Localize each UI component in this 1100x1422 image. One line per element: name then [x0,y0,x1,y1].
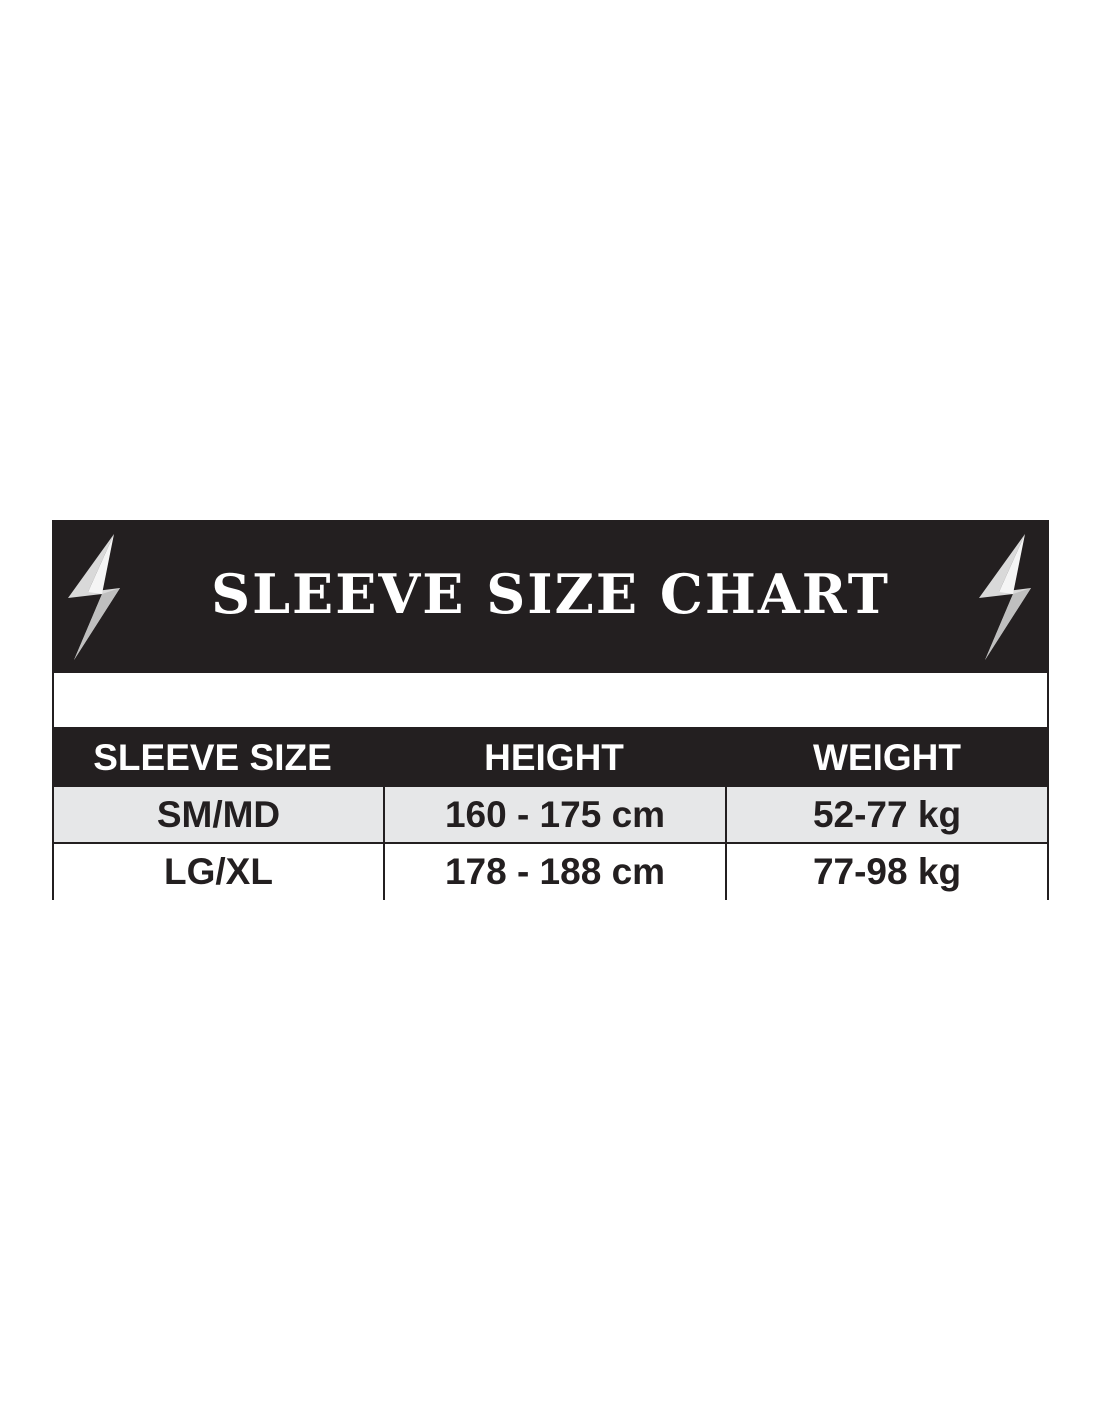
size-chart: SLEEVE SIZE CHART SLEEVE SIZE HEIGHT WEI… [52,520,1049,900]
table-row: LG/XL 178 - 188 cm 77-98 kg [52,844,1049,900]
cell-height: 160 - 175 cm [383,787,725,842]
lightning-bolt-icon [68,534,120,660]
cell-weight: 52-77 kg [725,787,1049,842]
cell-height: 178 - 188 cm [383,844,725,900]
spacer-strip [52,673,1049,729]
chart-title: SLEEVE SIZE CHART [211,562,890,626]
header-sleeve-size: SLEEVE SIZE [93,737,332,778]
lightning-bolt-icon [979,534,1031,660]
header-weight: WEIGHT [813,737,961,778]
cell-size: LG/XL [52,844,383,900]
header-height: HEIGHT [484,737,624,778]
title-banner: SLEEVE SIZE CHART [52,520,1049,673]
cell-size: SM/MD [52,787,383,842]
table-header-row: SLEEVE SIZE HEIGHT WEIGHT [52,729,1049,787]
cell-weight: 77-98 kg [725,844,1049,900]
table-row: SM/MD 160 - 175 cm 52-77 kg [52,787,1049,844]
